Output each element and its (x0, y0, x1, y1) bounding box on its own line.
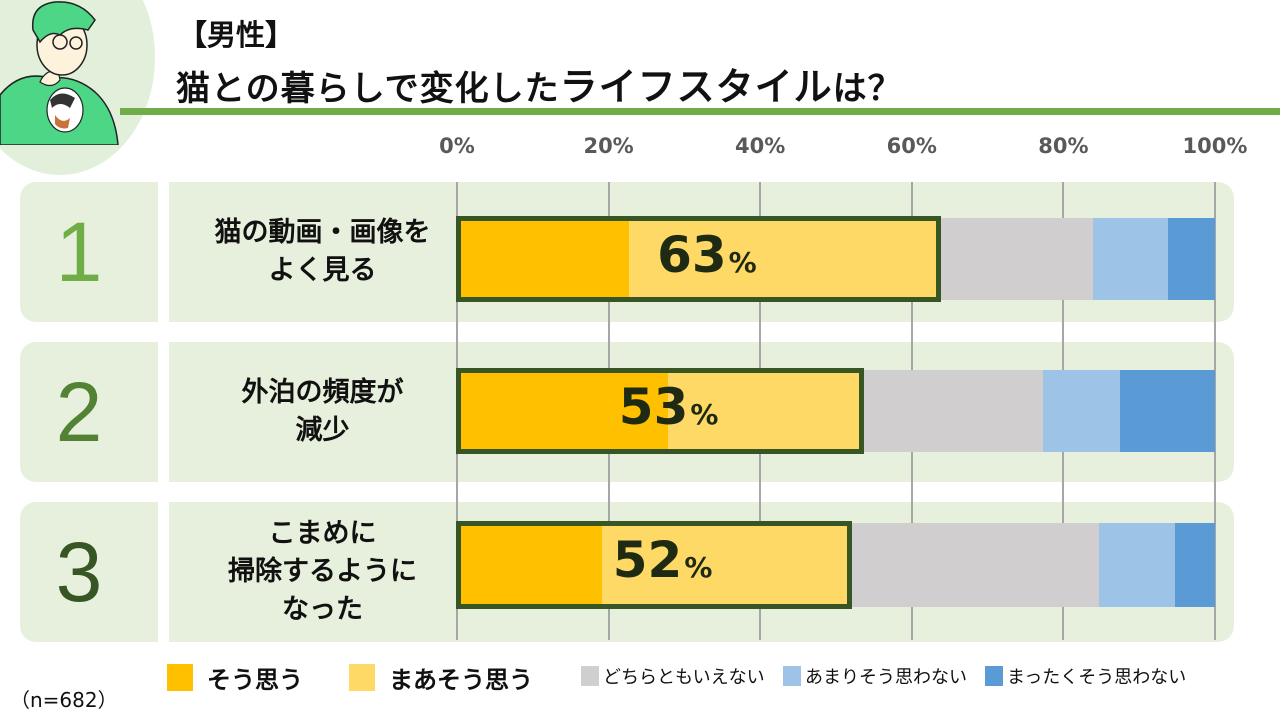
bar-segment-1 (457, 523, 602, 607)
title-part-3: は？ (832, 69, 903, 109)
title-underline (120, 108, 1280, 115)
row-label: こまめに 掃除するように なった (228, 518, 417, 625)
x-tick-label: 40% (735, 134, 786, 158)
bar-segment-3 (936, 218, 1093, 300)
legend-item: そう思う (167, 660, 303, 695)
highlight-outline (456, 521, 853, 609)
x-tick-label: 20% (583, 134, 634, 158)
total-value: 63 (657, 226, 727, 284)
legend-item: まったくそう思わない (985, 663, 1186, 689)
total-value: 52 (612, 531, 683, 589)
agree-total-label: 63% (657, 226, 757, 284)
bar-segment-1 (457, 218, 630, 300)
bar-segment-5 (1174, 523, 1215, 607)
rank-number: 2 (55, 364, 103, 459)
bar-segment-5 (1168, 218, 1215, 300)
legend-label: どちらともいえない (603, 667, 765, 688)
bar-segment-2 (667, 370, 861, 452)
row-divider (158, 502, 169, 642)
agree-total-label: 52% (613, 531, 713, 589)
chart-subtitle: 【男性】 (178, 18, 295, 52)
bar-segment-3 (860, 370, 1043, 452)
legend-item: あまりそう思わない (783, 663, 967, 689)
legend-swatch (783, 666, 801, 686)
rank-number: 1 (55, 204, 103, 299)
highlight-outline (456, 216, 941, 302)
x-tick-label: 0% (439, 134, 475, 158)
bar-segment-2 (601, 523, 849, 607)
agree-total-label: 53% (619, 378, 719, 436)
title-part-1: 猫との暮らしで変化した (176, 69, 560, 109)
bar-segment-4 (1099, 523, 1175, 607)
legend-label: まったくそう思わない (1007, 667, 1187, 688)
x-tick-label: 60% (886, 134, 937, 158)
row-label: 外泊の頻度が 減少 (241, 377, 404, 446)
title-part-2: ライフスタイル (559, 65, 833, 109)
bar-segment-4 (1042, 370, 1121, 452)
legend-swatch (581, 666, 599, 686)
highlight-outline (456, 368, 865, 454)
bar-segment-1 (457, 370, 668, 452)
bar-segment-4 (1092, 218, 1168, 300)
total-value: 53 (618, 378, 689, 436)
total-unit: % (728, 246, 757, 279)
gridline (1214, 182, 1216, 640)
chart-title: 猫との暮らしで変化したライフスタイルは？ (176, 56, 903, 111)
row-label: 猫の動画・画像を よく見る (214, 217, 431, 286)
legend-swatch (985, 666, 1003, 686)
sample-size: （n=682） (10, 688, 118, 712)
legend-item: どちらともいえない (581, 663, 765, 689)
x-tick-label: 100% (1182, 134, 1248, 158)
legend-label: そう思う (207, 666, 303, 694)
legend-item: まあそう思う (349, 660, 533, 695)
total-unit: % (690, 398, 719, 431)
man-holding-cat-illustration (0, 1, 119, 145)
legend-label: まあそう思う (389, 666, 533, 694)
legend-label: あまりそう思わない (805, 667, 967, 688)
legend-swatch (349, 664, 375, 691)
legend-swatch (167, 664, 193, 691)
total-unit: % (684, 551, 713, 584)
row-divider (158, 342, 169, 482)
bar-segment-5 (1120, 370, 1215, 452)
x-tick-label: 80% (1038, 134, 1089, 158)
bar-segment-3 (848, 523, 1100, 607)
row-divider (158, 182, 169, 322)
bar-segment-2 (629, 218, 937, 300)
rank-number: 3 (55, 524, 103, 619)
